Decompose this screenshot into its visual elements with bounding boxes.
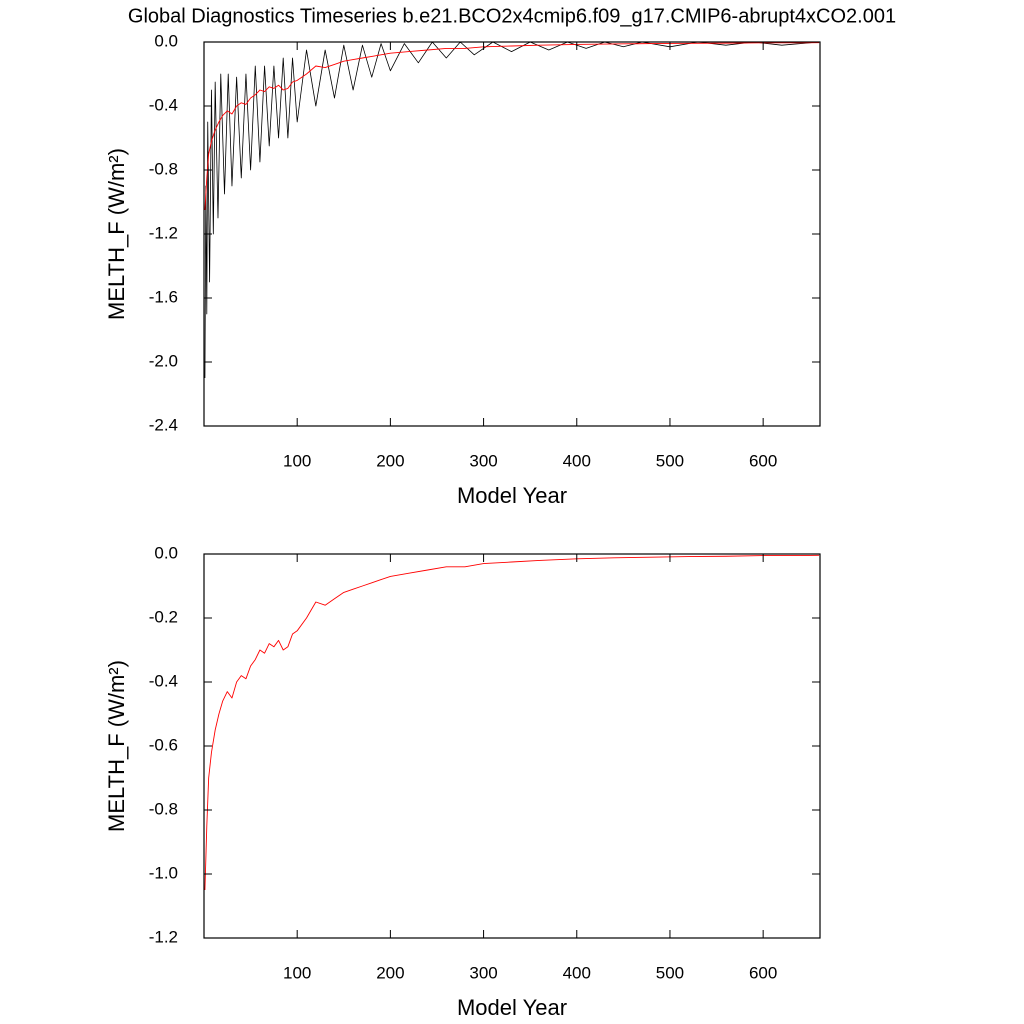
chart-title: Global Diagnostics Timeseries b.e21.BCO2…	[128, 5, 896, 27]
x-tick-label: 100	[283, 963, 311, 982]
data-line	[204, 554, 820, 891]
x-tick-label: 200	[376, 451, 404, 470]
data-line	[204, 42, 820, 211]
plot-frame	[203, 553, 821, 939]
x-tick-label: 300	[469, 963, 497, 982]
y-tick-label: -0.8	[149, 799, 178, 818]
y-tick-label: -1.2	[149, 927, 178, 946]
y-tick-label: -0.4	[149, 95, 178, 114]
x-tick-label: 500	[656, 963, 684, 982]
y-tick-label: -0.8	[149, 159, 178, 178]
y-tick-label: -2.0	[149, 351, 178, 370]
y-tick-label: -0.2	[149, 607, 178, 626]
x-tick-label: 100	[283, 451, 311, 470]
y-tick-label: -1.2	[149, 223, 178, 242]
x-axis-label: Model Year	[457, 995, 567, 1020]
x-tick-label: 200	[376, 963, 404, 982]
x-tick-label: 400	[563, 963, 591, 982]
y-tick-label: -1.6	[149, 287, 178, 306]
y-tick-label: -2.4	[149, 415, 178, 434]
y-tick-label: -1.0	[149, 863, 178, 882]
x-tick-label: 600	[749, 451, 777, 470]
y-tick-label: -0.4	[149, 671, 178, 690]
data-line	[204, 41, 820, 379]
x-tick-label: 400	[563, 451, 591, 470]
x-tick-label: 600	[749, 963, 777, 982]
y-axis-label: MELTH_F (W/m²)	[104, 148, 129, 320]
x-tick-label: 500	[656, 451, 684, 470]
y-tick-label: -0.6	[149, 735, 178, 754]
plot-frame	[203, 41, 821, 427]
y-axis-label: MELTH_F (W/m²)	[104, 660, 129, 832]
y-tick-label: 0.0	[154, 31, 178, 50]
x-axis-label: Model Year	[457, 483, 567, 508]
y-tick-label: 0.0	[154, 543, 178, 562]
x-tick-label: 300	[469, 451, 497, 470]
